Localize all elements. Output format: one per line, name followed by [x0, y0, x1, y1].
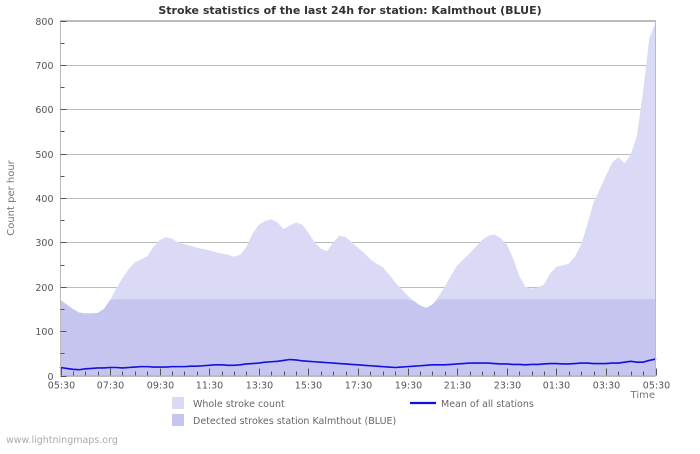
y-tick-label-100: 100	[35, 327, 53, 338]
mean-line-series	[59, 358, 657, 371]
x-tick-label-7: 19:30	[395, 381, 422, 392]
x-tick-label-12: 05:30	[643, 381, 670, 392]
chart-title: Stroke statistics of the last 24h for st…	[158, 4, 541, 17]
legend-swatch-1	[172, 414, 184, 426]
y-tick-label-400: 400	[35, 194, 53, 205]
area-series	[60, 22, 656, 376]
x-axis-ticks: 05:30 07:30 09:30 11:30 13:30 15:30 17:30 19:30…	[48, 368, 670, 392]
x-tick-label-3: 11:30	[196, 381, 223, 392]
y-axis-ticks: 0 100 200 300 400 500 600 700 800	[35, 17, 67, 383]
legend-label-0: Whole stroke count	[193, 399, 285, 410]
x-tick-label-10: 01:30	[543, 381, 570, 392]
y-tick-label-800: 800	[35, 17, 53, 28]
legend-swatch-0	[172, 397, 184, 409]
x-tick-label-11: 03:30	[593, 381, 620, 392]
y-axis-label: Count per hour	[6, 159, 17, 235]
y-tick-label-0: 0	[47, 372, 53, 383]
y-tick-label-700: 700	[35, 61, 53, 72]
x-tick-label-0: 05:30	[48, 381, 75, 392]
x-tick-label-9: 23:30	[494, 381, 521, 392]
y-tick-label-500: 500	[35, 150, 53, 161]
x-tick-label-8: 21:30	[444, 381, 471, 392]
legend-label-1: Detected strokes station Kalmthout (BLUE…	[193, 416, 396, 427]
y-tick-label-200: 200	[35, 283, 53, 294]
y-tick-label-300: 300	[35, 238, 53, 249]
site-footer: www.lightningmaps.org	[6, 435, 118, 446]
x-axis-label: Time	[630, 390, 655, 401]
whole-stroke-count-area	[60, 22, 656, 376]
chart-legend: Whole stroke count Detected strokes stati…	[172, 397, 534, 427]
legend-label-2: Mean of all stations	[441, 399, 534, 410]
mean-of-all-stations-line	[59, 358, 657, 371]
x-tick-label-4: 13:30	[246, 381, 273, 392]
x-tick-label-5: 15:30	[295, 381, 322, 392]
y-tick-label-600: 600	[35, 105, 53, 116]
x-tick-label-6: 17:30	[345, 381, 372, 392]
detected-strokes-area	[60, 299, 656, 376]
x-tick-label-1: 07:30	[97, 381, 124, 392]
x-tick-label-2: 09:30	[147, 381, 174, 392]
